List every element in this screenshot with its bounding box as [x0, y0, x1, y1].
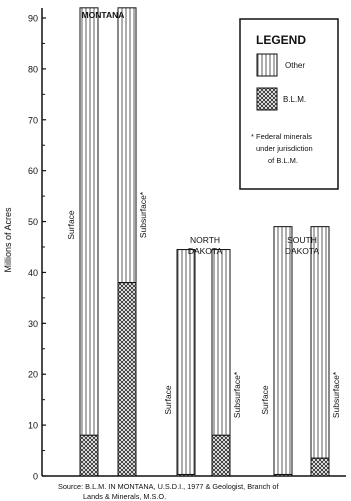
y-tick-label: 70 [28, 115, 38, 125]
bar-other-north-dakota-surface [176, 249, 196, 475]
bar-label-montana-subsurface: Subsurface* [138, 191, 148, 238]
legend-footnote-1: * Federal minerals [251, 132, 312, 141]
bar-label-montana-surface: Surface [66, 210, 76, 240]
source-line-1: Source: B.L.M. IN MONTANA, U.S.D.I., 197… [58, 482, 279, 491]
legend: LEGEND Other B.L.M. * Federal minerals u… [239, 18, 339, 190]
bar-blm-south-dakota-surface [273, 473, 293, 477]
y-tick-label: 30 [28, 319, 38, 329]
bar-other-montana-subsurface [117, 7, 137, 284]
bar-blm-north-dakota-subsurface [211, 434, 231, 477]
legend-label-blm: B.L.M. [283, 95, 306, 104]
y-tick-label: 50 [28, 217, 38, 227]
group-label-north-dakota-line2: DAKOTA [188, 246, 223, 256]
bar-other-south-dakota-subsurface [310, 226, 330, 459]
y-tick-label: 90 [28, 14, 38, 24]
y-tick-label: 10 [28, 421, 38, 431]
legend-swatch-other [256, 53, 278, 77]
group-label-montana: MONTANA [82, 10, 125, 20]
bars-group: Surface Subsurface* Surface Subsurface* Surf… [66, 7, 341, 477]
y-tick-label: 80 [28, 64, 38, 74]
legend-label-other: Other [285, 61, 305, 70]
bar-other-montana-surface [79, 7, 99, 436]
bar-other-north-dakota-subsurface [211, 249, 231, 436]
bar-blm-montana-subsurface [117, 282, 137, 477]
group-label-north-dakota-line1: NORTH [190, 235, 220, 245]
bar-blm-south-dakota-subsurface [310, 457, 330, 477]
y-axis-label: Millions of Acres [3, 207, 13, 273]
group-label-south-dakota-line1: SOUTH [287, 235, 317, 245]
bar-blm-montana-surface [79, 434, 99, 477]
bar-label-south-dakota-surface: Surface [260, 385, 270, 415]
y-tick-label: 60 [28, 166, 38, 176]
bar-label-north-dakota-surface: Surface [163, 385, 173, 415]
y-tick-label: 0 [33, 472, 38, 482]
bar-other-south-dakota-surface [273, 226, 293, 475]
y-ticks: 0 10 20 30 40 50 60 70 80 90 [28, 14, 46, 482]
bar-label-south-dakota-subsurface: Subsurface* [331, 371, 341, 418]
legend-swatch-blm [256, 87, 278, 111]
legend-title: LEGEND [256, 33, 306, 47]
y-tick-label: 20 [28, 370, 38, 380]
group-labels: MONTANA NORTH DAKOTA SOUTH DAKOTA [82, 10, 320, 256]
legend-footnote-3: of B.L.M. [268, 156, 298, 165]
bar-blm-north-dakota-surface [176, 473, 196, 477]
legend-box [239, 18, 339, 190]
source-line-2: Lands & Minerals, M.S.O. [83, 492, 166, 501]
group-label-south-dakota-line2: DAKOTA [285, 246, 320, 256]
y-tick-label: 40 [28, 268, 38, 278]
legend-footnote-2: under jurisdiction [256, 144, 313, 153]
bar-label-north-dakota-subsurface: Subsurface* [232, 371, 242, 418]
